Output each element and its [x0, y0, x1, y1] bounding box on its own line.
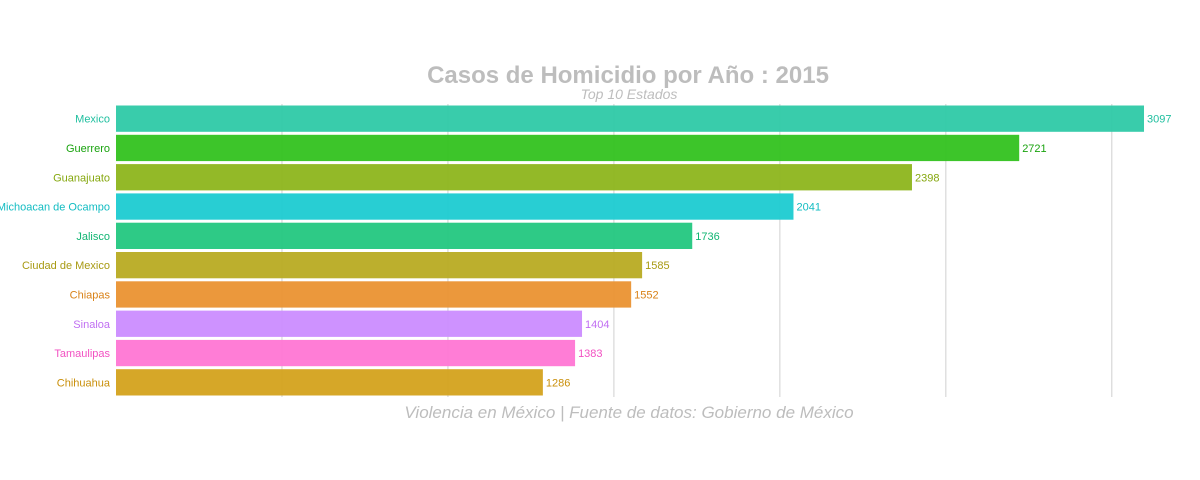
- value-label: 1404: [585, 319, 609, 331]
- bar: [116, 105, 1145, 132]
- bar: [116, 252, 643, 279]
- chart-caption: Violencia en México | Fuente de datos: G…: [404, 403, 854, 422]
- value-label: 1552: [634, 289, 658, 301]
- value-label: 2721: [1022, 143, 1046, 155]
- bar: [116, 222, 693, 249]
- category-label: Guerrero: [66, 143, 110, 155]
- category-label: Chiapas: [70, 289, 111, 301]
- category-label: Ciudad de Mexico: [22, 260, 110, 272]
- bar: [116, 164, 912, 191]
- category-label: Guanajuato: [53, 172, 110, 184]
- bar: [116, 369, 543, 396]
- chart-subtitle: Top 10 Estados: [580, 86, 678, 102]
- bar: [116, 193, 794, 220]
- chart-title: Casos de Homicidio por Año : 2015: [427, 62, 829, 89]
- bar: [116, 310, 583, 337]
- category-label: Michoacan de Ocampo: [0, 202, 110, 214]
- labels: Mexico 3097 Guerrero 2721 Guanajuato 2398 Mich…: [0, 114, 1171, 390]
- value-label: 1736: [695, 231, 719, 243]
- category-label: Sinaloa: [73, 319, 111, 331]
- value-label: 1286: [546, 377, 570, 389]
- value-label: 3097: [1147, 114, 1171, 126]
- bar: [116, 134, 1020, 162]
- category-label: Mexico: [75, 114, 110, 126]
- category-label: Jalisco: [76, 231, 110, 243]
- category-label: Chihuahua: [57, 377, 111, 389]
- bars: [116, 105, 1145, 396]
- value-label: 1383: [578, 348, 602, 360]
- value-label: 1585: [645, 260, 669, 272]
- bar: [116, 339, 576, 367]
- category-label: Tamaulipas: [54, 348, 110, 360]
- value-label: 2398: [915, 172, 939, 184]
- value-label: 2041: [796, 202, 820, 214]
- bar: [116, 281, 632, 308]
